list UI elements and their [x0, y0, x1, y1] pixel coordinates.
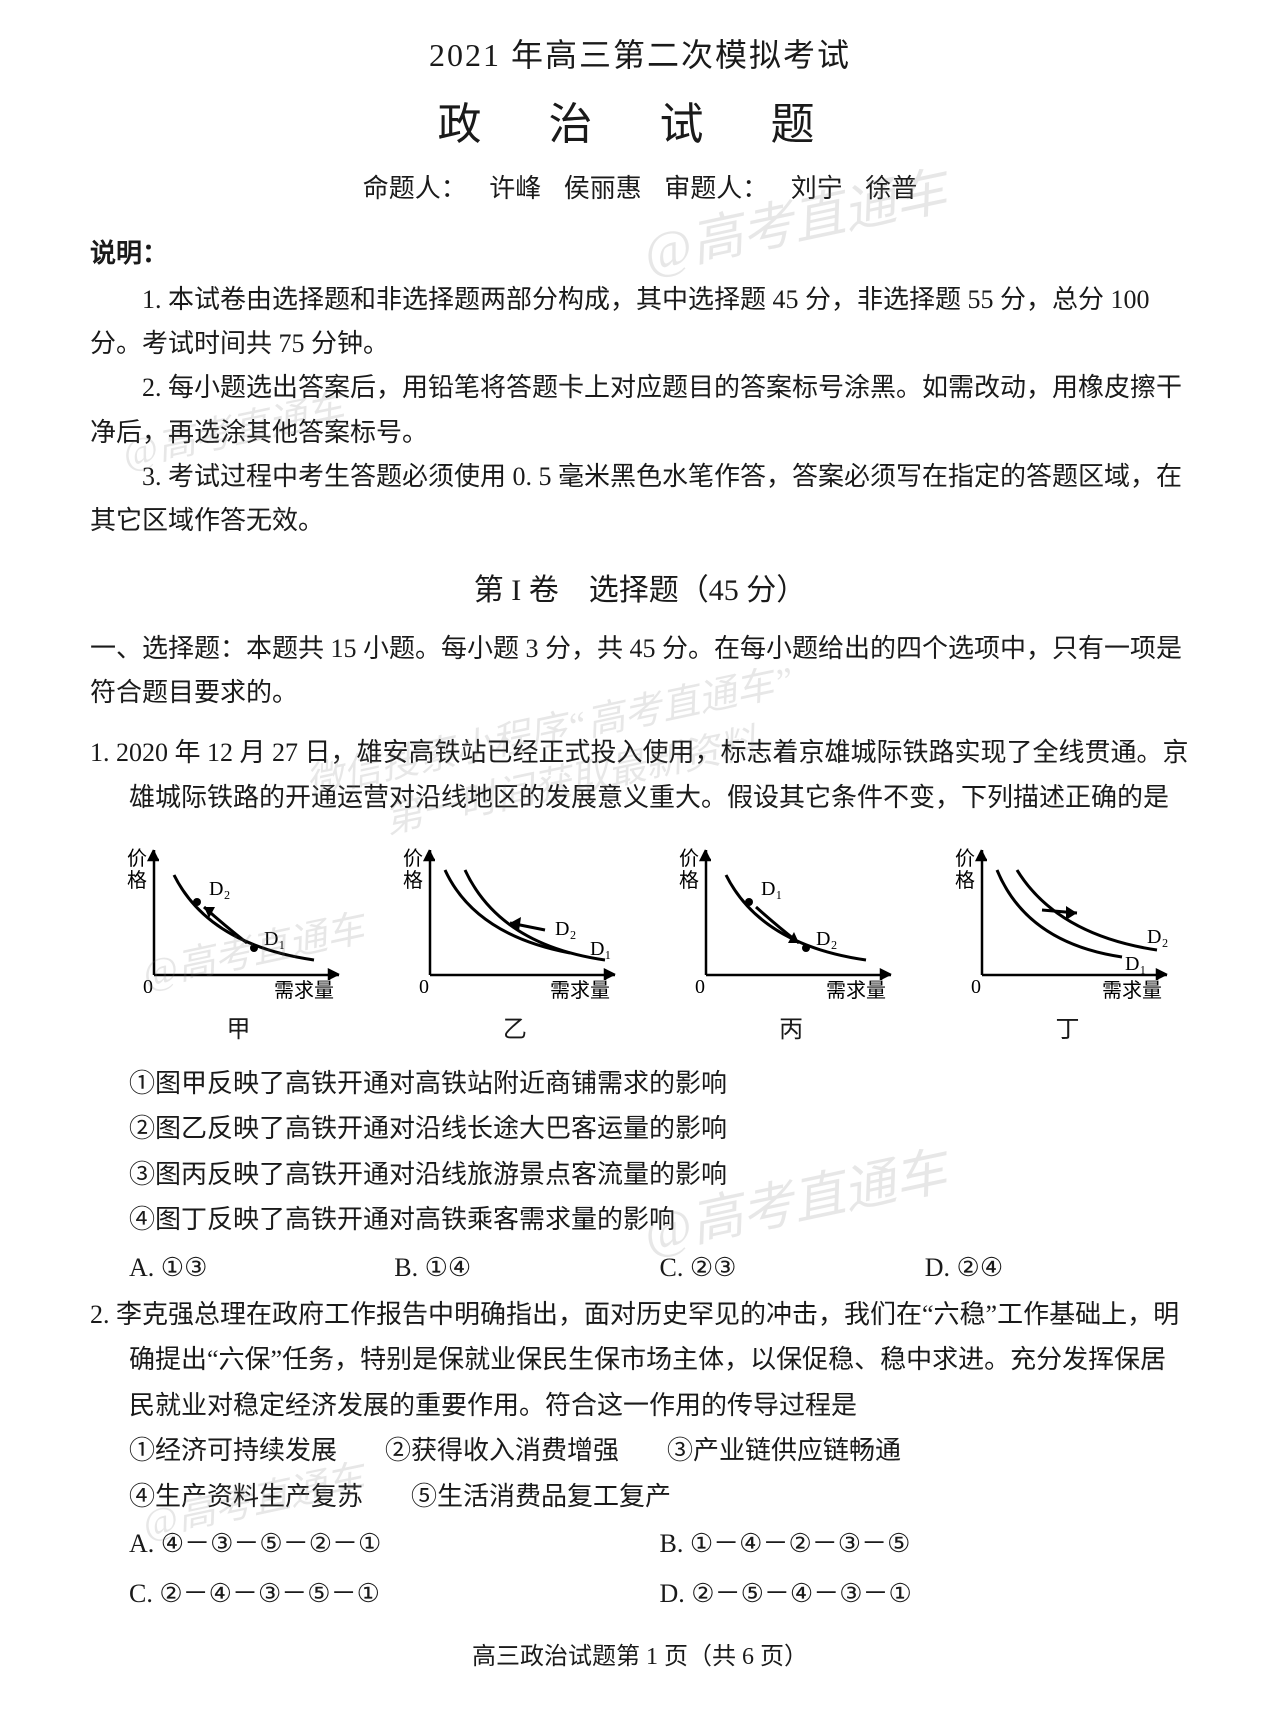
- q2-item-2: ②获得收入消费增强: [385, 1428, 619, 1474]
- q1-option-2: ②图乙反映了高铁开通对沿线长途大巴客运量的影响: [129, 1106, 1190, 1152]
- page-footer: 高三政治试题第 1 页（共 6 页）: [90, 1636, 1190, 1671]
- q2-choice-a: A. ④－③－⑤－②－①: [129, 1519, 660, 1568]
- q2-item-4: ④生产资料生产复苏: [129, 1474, 363, 1520]
- instruction-1: 1. 本试卷由选择题和非选择题两部分构成，其中选择题 45 分，非选择题 55 …: [90, 278, 1190, 366]
- author-2: 侯丽惠: [564, 174, 642, 203]
- section-1-instructions: 一、选择题：本题共 15 小题。每小题 3 分，共 45 分。在每小题给出的四个…: [90, 627, 1190, 715]
- q1-choice-c: C. ②③: [660, 1243, 925, 1292]
- svg-text:D₁: D₁: [264, 928, 285, 950]
- svg-text:价: 价: [955, 848, 975, 870]
- svg-text:需求量: 需求量: [826, 979, 886, 1002]
- q1-option-1: ①图甲反映了高铁开通对高铁站附近商铺需求的影响: [129, 1061, 1190, 1107]
- q2-item-5: ⑤生活消费品复工复产: [411, 1474, 671, 1520]
- q2-choice-d: D. ②－⑤－④－③－①: [660, 1569, 1191, 1618]
- svg-text:价: 价: [679, 848, 699, 870]
- author-label-1: 命题人：: [363, 174, 467, 203]
- q1-option-4: ④图丁反映了高铁开通对高铁乘客需求量的影响: [129, 1197, 1190, 1243]
- author-1: 许峰: [489, 174, 541, 203]
- exam-title-line2: 政 治 试 题: [90, 88, 1190, 152]
- q1-chart-jia: 价 格 0 需求量 D₂ D₁ 甲: [116, 835, 361, 1051]
- exam-title-line1: 2021 年高三第二次模拟考试: [90, 30, 1190, 76]
- svg-text:D₁: D₁: [1125, 953, 1146, 975]
- q1-charts-row: 价 格 0 需求量 D₂ D₁ 甲: [90, 835, 1190, 1051]
- question-2: 2. 李克强总理在政府工作报告中明确指出，面对历史罕见的冲击，我们在“六稳”工作…: [90, 1292, 1190, 1618]
- svg-text:需求量: 需求量: [550, 979, 610, 1002]
- q1-chart-label-bing: 丙: [669, 1009, 914, 1051]
- q2-item-3: ③产业链供应链畅通: [667, 1428, 901, 1474]
- svg-text:0: 0: [143, 976, 153, 998]
- q1-choice-d: D. ②④: [925, 1243, 1190, 1292]
- svg-text:D₁: D₁: [590, 938, 611, 960]
- q2-choice-b: B. ①－④－②－③－⑤: [660, 1519, 1191, 1568]
- authors-line: 命题人： 许峰 侯丽惠 审题人： 刘宁 徐普: [90, 168, 1190, 205]
- svg-text:0: 0: [971, 976, 981, 998]
- q2-stem: 李克强总理在政府工作报告中明确指出，面对历史罕见的冲击，我们在“六稳”工作基础上…: [116, 1300, 1179, 1420]
- svg-text:格: 格: [403, 869, 423, 892]
- reviewer-1: 刘宁: [791, 174, 843, 203]
- ylabel: 价: [127, 848, 147, 870]
- svg-text:D₁: D₁: [761, 878, 782, 900]
- q1-choice-a: A. ①③: [129, 1243, 394, 1292]
- q1-chart-yi: 价 格 0 需求量 D₁ D₂ 乙: [392, 835, 637, 1051]
- svg-text:0: 0: [419, 976, 429, 998]
- question-1: 1. 2020 年 12 月 27 日，雄安高铁站已经正式投入使用，标志着京雄城…: [90, 730, 1190, 1292]
- svg-text:格: 格: [127, 869, 147, 892]
- q1-chart-label-yi: 乙: [392, 1009, 637, 1051]
- q2-item-1: ①经济可持续发展: [129, 1428, 337, 1474]
- q1-number: 1.: [90, 738, 110, 767]
- q2-number: 2.: [90, 1300, 110, 1329]
- xlabel: 需求量: [274, 979, 334, 1002]
- svg-text:格: 格: [679, 869, 699, 892]
- q2-choice-c: C. ②－④－③－⑤－①: [129, 1569, 660, 1618]
- q1-chart-label-jia: 甲: [116, 1009, 361, 1051]
- q1-chart-bing: 价 格 0 需求量 D₁ D₂ 丙: [669, 835, 914, 1051]
- instructions-label: 说明：: [90, 233, 1190, 270]
- q1-option-3: ③图丙反映了高铁开通对沿线旅游景点客流量的影响: [129, 1152, 1190, 1198]
- svg-text:D₂: D₂: [816, 928, 837, 950]
- q1-choice-b: B. ①④: [394, 1243, 659, 1292]
- svg-text:格: 格: [955, 869, 975, 892]
- svg-text:D₂: D₂: [209, 878, 230, 900]
- instruction-2: 2. 每小题选出答案后，用铅笔将答题卡上对应题目的答案标号涂黑。如需改动，用橡皮…: [90, 366, 1190, 454]
- svg-text:价: 价: [403, 848, 423, 870]
- q1-chart-ding: 价 格 0 需求量 D₁ D₂ 丁: [945, 835, 1190, 1051]
- svg-text:0: 0: [695, 976, 705, 998]
- q1-stem: 2020 年 12 月 27 日，雄安高铁站已经正式投入使用，标志着京雄城际铁路…: [116, 738, 1189, 813]
- author-label-2: 审题人：: [664, 174, 768, 203]
- svg-text:D₂: D₂: [1147, 926, 1168, 948]
- q1-chart-label-ding: 丁: [945, 1009, 1190, 1051]
- reviewer-2: 徐普: [865, 174, 917, 203]
- svg-text:需求量: 需求量: [1102, 979, 1162, 1002]
- instruction-3: 3. 考试过程中考生答题必须使用 0. 5 毫米黑色水笔作答，答案必须写在指定的…: [90, 455, 1190, 543]
- section-1-header: 第 I 卷 选择题（45 分）: [90, 565, 1190, 609]
- svg-text:D₂: D₂: [555, 918, 576, 940]
